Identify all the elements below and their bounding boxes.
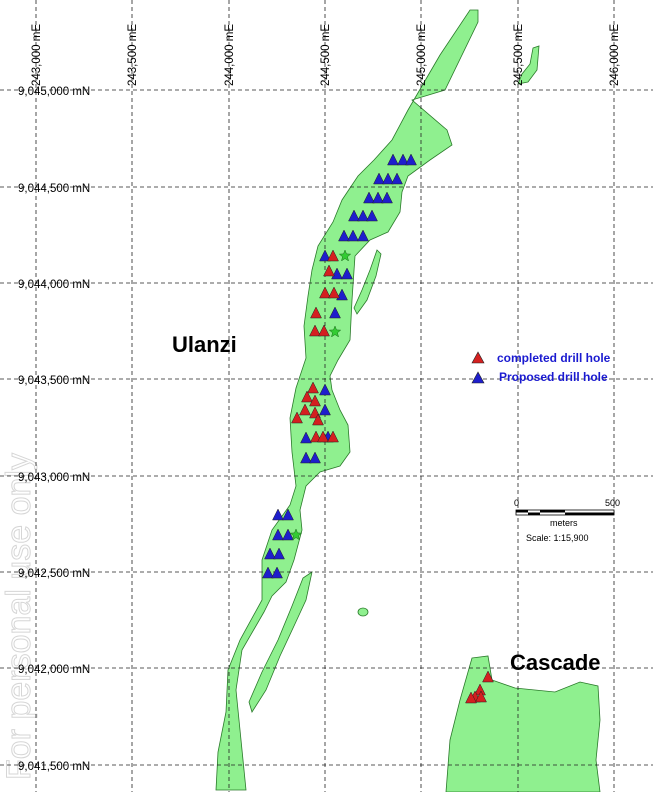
proposed-drill-hole-marker — [357, 209, 369, 222]
completed-drill-hole-marker — [327, 430, 339, 443]
proposed-drill-hole-marker — [357, 229, 369, 242]
easting-label: 246,000 mE — [609, 24, 621, 86]
proposed-drill-hole-marker — [341, 267, 353, 280]
proposed-drill-hole-marker — [382, 172, 394, 185]
proposed-drill-hole-marker — [273, 547, 285, 560]
easting-label: 245,500 mE — [513, 24, 525, 86]
northing-label: 9,044,500 mN — [18, 183, 90, 195]
easting-labels: 243,000 mE 243,500 mE 244,000 mE 244,500… — [31, 24, 621, 86]
proposed-drill-hole-marker — [272, 528, 284, 541]
proposed-drill-hole-marker — [329, 306, 341, 319]
completed-drill-hole-marker — [312, 413, 324, 426]
completed-drill-hole-marker — [482, 670, 494, 683]
ulanzi-zone-splay — [248, 571, 313, 713]
completed-drill-hole-marker — [319, 286, 331, 299]
northing-label: 9,044,000 mN — [18, 279, 90, 291]
legend-label-completed: completed drill hole — [497, 351, 611, 365]
northing-label: 9,042,500 mN — [18, 568, 90, 580]
easting-label: 244,500 mE — [320, 24, 332, 86]
legend: completed drill hole Proposed drill hole — [471, 351, 611, 384]
completed-drill-hole-marker — [475, 690, 487, 703]
northing-label: 9,043,500 mN — [18, 375, 90, 387]
place-label-cascade: Cascade — [510, 650, 601, 675]
proposed-drill-hole-marker — [319, 403, 331, 416]
ulanzi-zone — [215, 9, 479, 791]
star-marker — [328, 325, 342, 338]
completed-drill-hole-marker — [309, 394, 321, 407]
completed-drill-hole-marker — [291, 411, 303, 424]
mineralised-zones — [215, 9, 601, 792]
proposed-drill-hole-marker — [397, 153, 409, 166]
scale-bar: 0 500 meters Scale: 1:15,900 — [514, 498, 620, 543]
easting-label: 245,000 mE — [416, 24, 428, 86]
northeast-sliver — [517, 45, 540, 85]
star-marker — [289, 528, 303, 541]
proposed-drill-hole-marker — [300, 451, 312, 464]
watermark-text: For personal use only — [0, 453, 38, 780]
legend-label-proposed: Proposed drill hole — [499, 370, 608, 384]
proposed-drill-hole-marker — [348, 209, 360, 222]
scale-unit-label: meters — [550, 518, 578, 528]
place-label-ulanzi: Ulanzi — [172, 332, 237, 357]
proposed-drill-hole-marker — [282, 528, 294, 541]
proposed-drill-hole-marker — [272, 508, 284, 521]
completed-drill-hole-marker — [318, 324, 330, 337]
proposed-drill-hole-marker — [271, 566, 283, 579]
northing-labels: 9,045,000 mN 9,044,500 mN 9,044,000 mN 9… — [18, 86, 90, 773]
drill-hole-markers — [262, 153, 494, 704]
proposed-drill-hole-marker — [319, 249, 331, 262]
small-outlier — [357, 607, 369, 617]
proposed-drill-hole-marker — [363, 191, 375, 204]
scale-ratio-label: Scale: 1:15,900 — [526, 533, 589, 543]
completed-drill-hole-marker — [310, 306, 322, 319]
star-marker — [338, 249, 352, 262]
proposed-drill-hole-marker — [373, 172, 385, 185]
proposed-drill-hole-marker — [366, 209, 378, 222]
proposed-drill-hole-marker — [391, 172, 403, 185]
east-lens — [353, 249, 382, 315]
proposed-drill-hole-marker — [372, 191, 384, 204]
proposed-drill-hole-marker — [387, 153, 399, 166]
completed-drill-hole-marker — [317, 430, 329, 443]
easting-label: 243,500 mE — [127, 24, 139, 86]
completed-drill-hole-symbol — [471, 351, 485, 364]
proposed-drill-hole-marker — [282, 508, 294, 521]
proposed-drill-hole-marker — [262, 566, 274, 579]
scale-end-label: 500 — [605, 498, 620, 508]
easting-label: 244,000 mE — [224, 24, 236, 86]
completed-drill-hole-marker — [307, 381, 319, 394]
proposed-drill-hole-marker — [264, 547, 276, 560]
completed-drill-hole-marker — [299, 403, 311, 416]
proposed-drill-hole-marker — [405, 153, 417, 166]
proposed-drill-hole-marker — [300, 431, 312, 444]
northing-label: 9,045,000 mN — [18, 86, 90, 98]
proposed-drill-hole-symbol — [471, 371, 485, 384]
completed-drill-hole-marker — [327, 249, 339, 262]
completed-drill-hole-marker — [328, 286, 340, 299]
completed-drill-hole-marker — [323, 264, 335, 277]
northing-label: 9,043,000 mN — [18, 472, 90, 484]
completed-drill-hole-marker — [465, 691, 477, 704]
scale-start-label: 0 — [514, 498, 519, 508]
proposed-drill-hole-marker — [381, 191, 393, 204]
proposed-drill-hole-marker — [309, 451, 321, 464]
proposed-drill-hole-marker — [338, 229, 350, 242]
completed-drill-hole-marker — [301, 390, 313, 403]
northing-label: 9,041,500 mN — [18, 761, 90, 773]
cascade-zone — [445, 655, 601, 792]
northing-label: 9,042,000 mN — [18, 664, 90, 676]
proposed-drill-hole-marker — [319, 383, 331, 396]
completed-drill-hole-marker — [309, 324, 321, 337]
easting-label: 243,000 mE — [31, 24, 43, 86]
proposed-drill-hole-marker — [347, 229, 359, 242]
